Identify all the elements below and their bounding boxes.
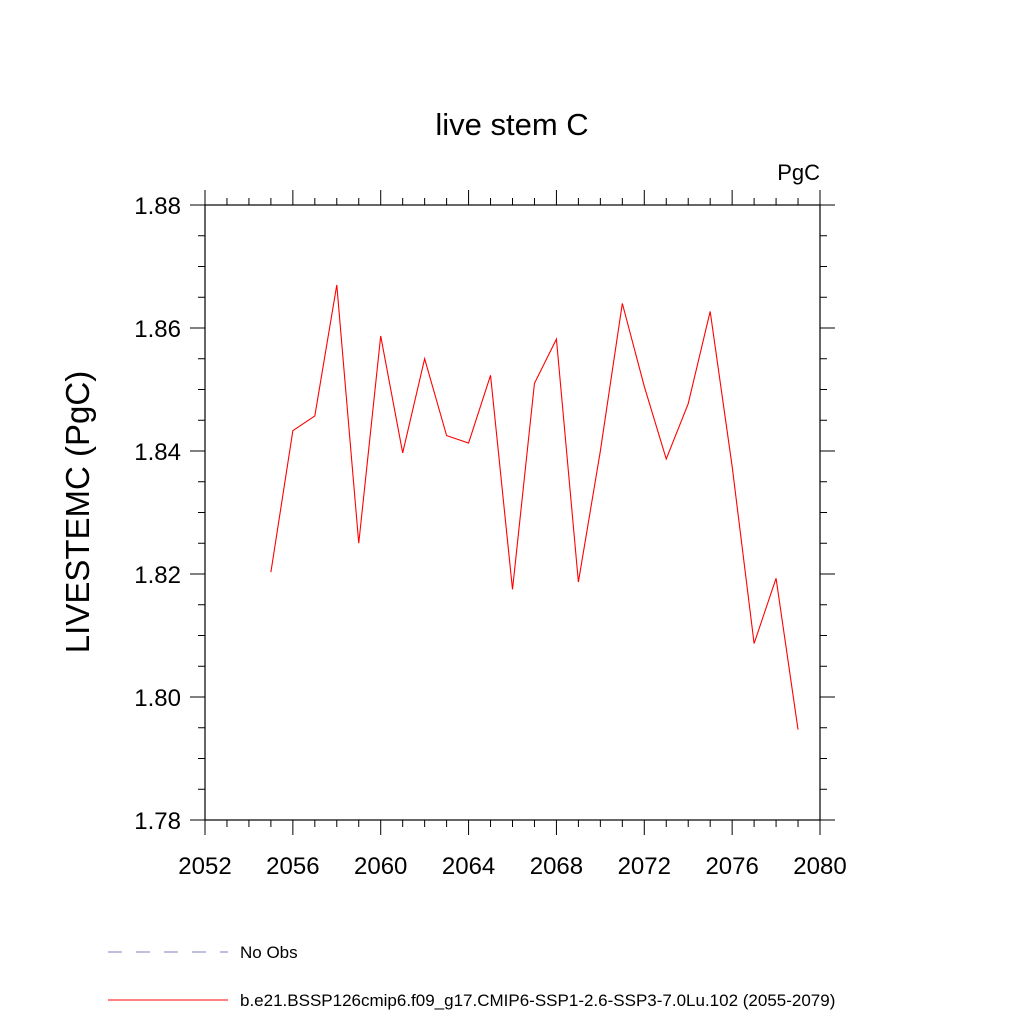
legend-label-no-obs: No Obs xyxy=(240,943,298,962)
plot-frame xyxy=(204,204,821,821)
x-tick-label: 2052 xyxy=(178,853,231,880)
series-line xyxy=(270,284,799,730)
y-tick-label: 1.86 xyxy=(134,316,181,343)
y-tick-label: 1.88 xyxy=(134,193,181,220)
x-tick-label: 2080 xyxy=(793,853,846,880)
units-label: PgC xyxy=(777,160,820,185)
legend: No Obs b.e21.BSSP126cmip6.f09_g17.CMIP6-… xyxy=(108,943,835,1010)
y-axis-label: LIVESTEMC (PgC) xyxy=(59,371,96,653)
x-axis: 2052 2056 2060 2064 2068 2072 2076 2080 xyxy=(178,190,847,880)
y-tick-label: 1.84 xyxy=(134,439,181,466)
x-tick-label: 2060 xyxy=(354,853,407,880)
x-tick-label: 2056 xyxy=(266,853,319,880)
chart-title: live stem C xyxy=(435,107,588,142)
y-tick-label: 1.82 xyxy=(134,562,181,589)
minor-ticks xyxy=(198,198,827,827)
y-axis: 1.78 1.80 1.82 1.84 1.86 1.88 xyxy=(134,193,835,835)
x-tick-label: 2072 xyxy=(618,853,671,880)
x-tick-label: 2068 xyxy=(530,853,583,880)
series-group xyxy=(270,284,799,730)
y-tick-label: 1.78 xyxy=(134,808,181,835)
x-tick-label: 2064 xyxy=(442,853,495,880)
y-tick-label: 1.80 xyxy=(134,685,181,712)
legend-label-model-run: b.e21.BSSP126cmip6.f09_g17.CMIP6-SSP1-2.… xyxy=(240,991,835,1010)
x-tick-label: 2076 xyxy=(705,853,758,880)
